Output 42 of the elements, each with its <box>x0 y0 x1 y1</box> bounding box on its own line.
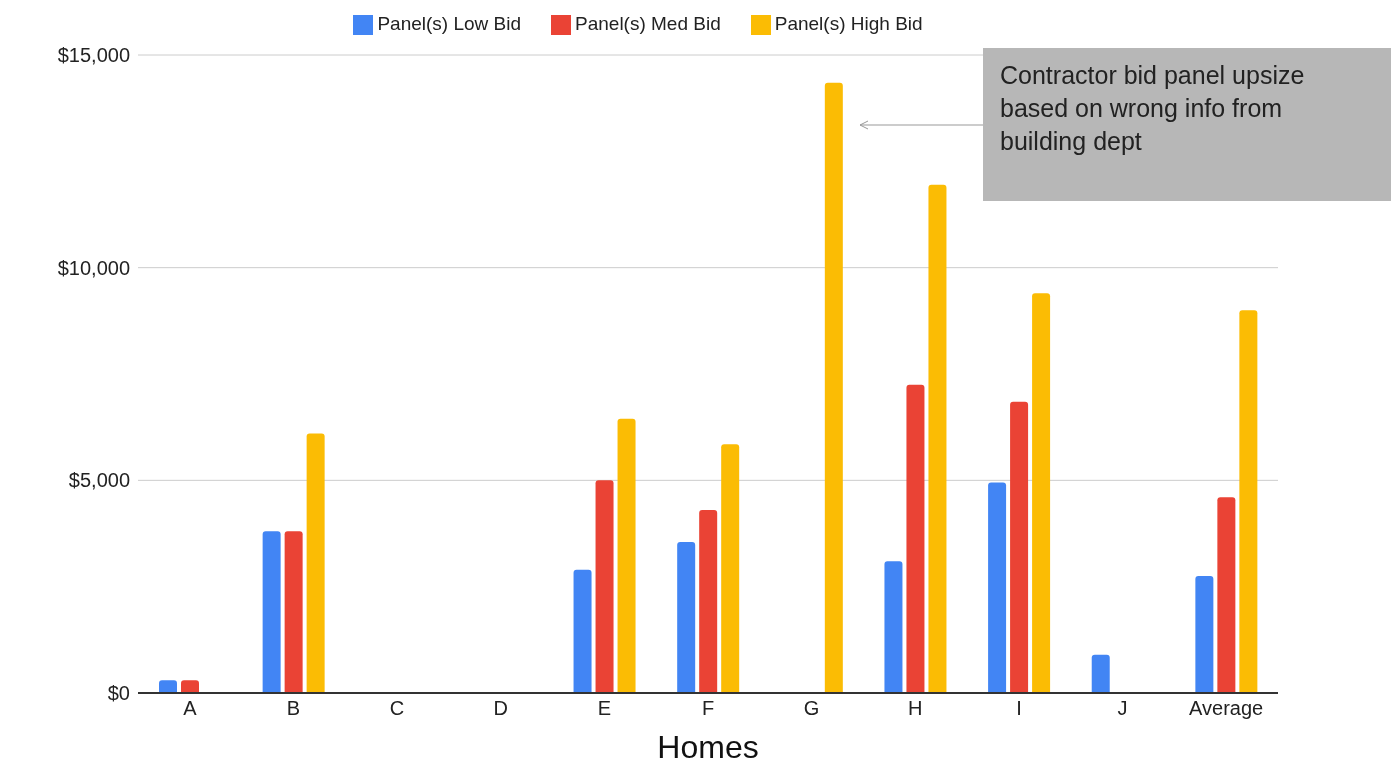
bar <box>699 510 718 693</box>
bar <box>928 184 947 693</box>
legend-label: Panel(s) High Bid <box>774 13 923 34</box>
bar <box>262 531 281 693</box>
x-tick-label: D <box>493 697 508 720</box>
x-tick-label: C <box>389 697 405 720</box>
legend-label: Panel(s) Med Bid <box>575 13 721 34</box>
bar <box>284 531 303 693</box>
annotation: Contractor bid panel upsize based on wrong info from building dept <box>1000 61 1305 155</box>
bar <box>677 542 696 693</box>
bar <box>1010 401 1029 693</box>
x-axis-title: Homes <box>657 729 759 765</box>
bar <box>617 418 636 693</box>
bar <box>159 680 177 693</box>
bar <box>721 444 740 693</box>
bar <box>1217 497 1236 693</box>
x-tick-label: A <box>183 697 198 720</box>
bar <box>1032 293 1051 693</box>
y-tick-label: $10,000 <box>57 256 130 279</box>
bar <box>573 569 592 693</box>
bar <box>306 433 325 693</box>
bar <box>1239 310 1258 693</box>
x-tick-label: Average <box>1189 697 1264 720</box>
x-tick-label: F <box>701 697 715 720</box>
y-tick-label: $15,000 <box>57 44 130 67</box>
x-tick-label: I <box>1016 697 1022 720</box>
x-tick-label: E <box>597 697 612 720</box>
x-tick-label: B <box>286 697 301 720</box>
bar <box>988 482 1007 693</box>
bar <box>824 82 843 693</box>
bar <box>181 680 199 693</box>
bar <box>1195 576 1214 693</box>
x-tick-label: H <box>908 697 923 720</box>
y-tick-label: $0 <box>107 682 130 705</box>
x-tick-label: G <box>803 697 820 720</box>
y-tick-label: $5,000 <box>68 469 130 492</box>
bar <box>595 480 614 693</box>
bar <box>884 561 903 693</box>
legend-label: Panel(s) Low Bid <box>377 13 522 34</box>
bar <box>906 384 925 693</box>
bar <box>1091 654 1110 693</box>
x-tick-label: J <box>1117 697 1128 720</box>
